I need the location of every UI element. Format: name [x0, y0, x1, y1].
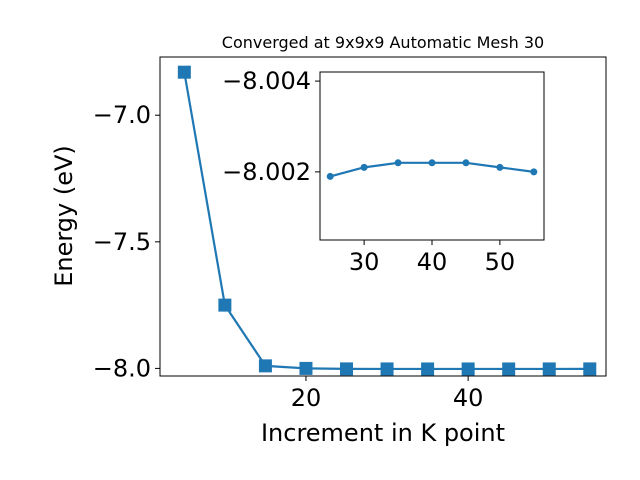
data-point — [177, 65, 191, 79]
y-tick-label: −8.0 — [93, 354, 151, 382]
x-tick-label: 20 — [291, 384, 322, 412]
main-ticks: 20 40 −7.0 −7.5 −8.0 — [93, 101, 484, 412]
main-plot-frame — [159, 56, 607, 377]
inset-background — [320, 72, 544, 240]
data-point — [394, 159, 402, 167]
main-series — [177, 65, 597, 376]
data-point — [462, 159, 470, 167]
data-point — [542, 362, 556, 376]
inset-ticks: 30 40 50 −8.002 −8.004 — [222, 67, 515, 276]
data-point — [502, 362, 516, 376]
data-point — [461, 362, 475, 376]
data-point — [299, 361, 313, 375]
x-tick-label: 40 — [453, 384, 484, 412]
data-point — [258, 359, 272, 373]
data-point — [326, 172, 334, 180]
data-point — [380, 362, 394, 376]
x-axis-label: Increment in K point — [261, 419, 505, 447]
data-point — [530, 168, 538, 176]
data-point — [496, 163, 504, 171]
x-tick-label: 50 — [485, 248, 516, 276]
inset-chart: 30 40 50 −8.002 −8.004 — [222, 67, 545, 276]
y-tick-label: −7.5 — [93, 228, 151, 256]
data-point — [218, 298, 232, 312]
inset-plot-frame — [319, 71, 545, 241]
x-tick-label: 40 — [417, 248, 448, 276]
y-axis-label: Energy (eV) — [50, 145, 78, 287]
y-tick-label: −8.002 — [222, 158, 311, 186]
data-point — [421, 362, 435, 376]
data-point — [583, 362, 597, 376]
y-tick-label: −7.0 — [93, 101, 151, 129]
chart-title: Converged at 9x9x9 Automatic Mesh 30 — [222, 33, 544, 52]
inset-series — [326, 159, 538, 180]
y-tick-label: −8.004 — [222, 67, 311, 95]
data-point — [428, 159, 436, 167]
data-point — [340, 362, 354, 376]
data-point — [360, 163, 368, 171]
x-tick-label: 30 — [349, 248, 380, 276]
main-chart: Converged at 9x9x9 Automatic Mesh 30 20 4… — [50, 33, 607, 447]
